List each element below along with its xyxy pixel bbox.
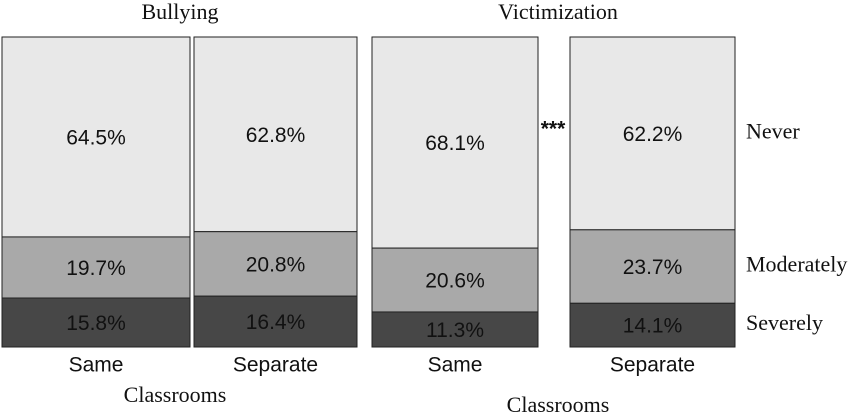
value-label: 16.4% (246, 311, 306, 334)
legend-label: Moderately (746, 252, 847, 277)
legend-label: Severely (746, 310, 823, 335)
bar-segment (371, 311, 539, 348)
bar-segment (1, 236, 191, 299)
bar-segment (1, 36, 191, 238)
chart-title: Bullying (141, 0, 218, 24)
x-tick-label: Same (428, 354, 483, 377)
bar-segment (1, 297, 191, 348)
legend-label: Never (746, 118, 800, 143)
value-label: 64.5% (66, 127, 126, 150)
value-label: 62.8% (246, 124, 306, 147)
value-label: 20.8% (246, 253, 306, 276)
x-tick-label: Separate (610, 354, 695, 377)
bar-segment (569, 302, 736, 348)
bar-segment (193, 231, 358, 297)
value-label: 62.2% (623, 123, 683, 146)
bar-segment (569, 36, 736, 231)
value-label: 19.7% (66, 257, 126, 280)
value-label: 20.6% (425, 270, 485, 293)
x-tick-label: Same (69, 354, 124, 377)
value-label: 68.1% (425, 132, 485, 155)
bar-segment (371, 36, 539, 249)
value-label: 14.1% (623, 315, 683, 338)
bar-segment (371, 247, 539, 313)
value-label: 23.7% (623, 256, 683, 279)
bar-segment (569, 229, 736, 304)
value-label: 15.8% (66, 312, 126, 335)
chart-title: Victimization (498, 0, 618, 24)
value-label: 11.3% (426, 319, 484, 342)
annotation: *** (541, 118, 566, 141)
x-axis-label: Classrooms (507, 392, 610, 416)
x-tick-label: Separate (233, 354, 318, 377)
bar-segment (193, 36, 358, 233)
x-axis-label: Classrooms (124, 382, 227, 407)
bar-segment (193, 295, 358, 348)
